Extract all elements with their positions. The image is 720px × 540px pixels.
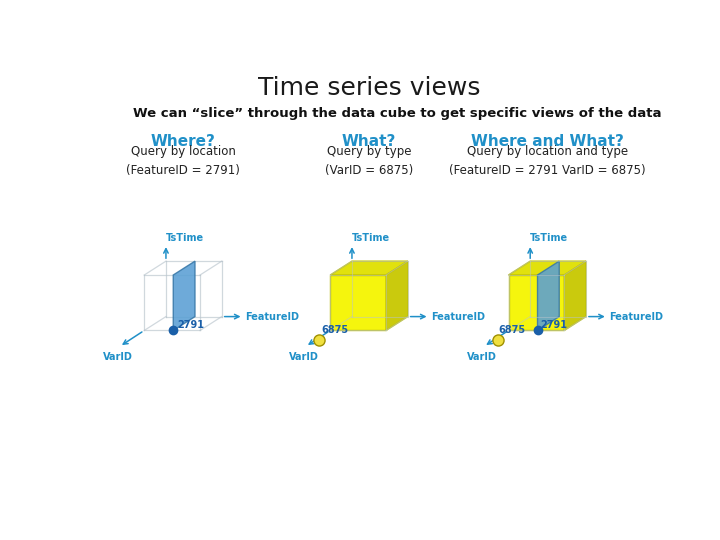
Text: 6875: 6875	[321, 325, 348, 335]
Text: Where and What?: Where and What?	[471, 134, 624, 149]
Polygon shape	[330, 275, 386, 330]
Text: VarID: VarID	[467, 352, 497, 362]
Text: Query by type
(VarID = 6875): Query by type (VarID = 6875)	[325, 145, 413, 177]
Text: TsTime: TsTime	[530, 233, 568, 242]
Text: Query by location
(FeatureID = 2791): Query by location (FeatureID = 2791)	[126, 145, 240, 177]
Polygon shape	[508, 261, 586, 275]
Text: 2791: 2791	[541, 320, 567, 330]
Text: Where?: Where?	[150, 134, 215, 149]
Polygon shape	[174, 261, 195, 330]
Text: Query by location and type
(FeatureID = 2791 VarID = 6875): Query by location and type (FeatureID = …	[449, 145, 646, 177]
Text: FeatureID: FeatureID	[609, 312, 663, 322]
Text: FeatureID: FeatureID	[431, 312, 485, 322]
Text: What?: What?	[342, 134, 396, 149]
Polygon shape	[564, 261, 586, 330]
Polygon shape	[330, 261, 408, 275]
Polygon shape	[508, 275, 564, 330]
Text: TsTime: TsTime	[166, 233, 204, 242]
Text: TsTime: TsTime	[352, 233, 390, 242]
Polygon shape	[538, 261, 559, 330]
Text: VarID: VarID	[103, 352, 132, 362]
Text: We can “slice” through the data cube to get specific views of the data: We can “slice” through the data cube to …	[132, 107, 661, 120]
Text: 6875: 6875	[498, 325, 526, 335]
Polygon shape	[386, 261, 408, 330]
Text: FeatureID: FeatureID	[245, 312, 299, 322]
Text: VarID: VarID	[289, 352, 319, 362]
Text: Time series views: Time series views	[258, 76, 480, 100]
Text: 2791: 2791	[177, 320, 204, 330]
